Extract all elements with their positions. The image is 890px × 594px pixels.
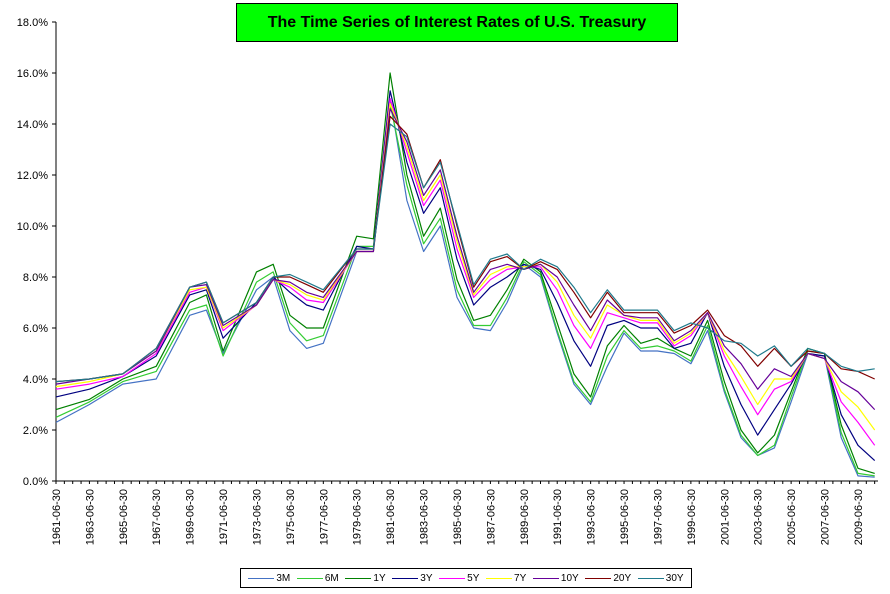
x-tick-label: 1989-06-30 xyxy=(519,489,531,545)
legend-swatch xyxy=(585,577,612,579)
legend-label: 20Y xyxy=(613,572,632,584)
x-tick-label: 1987-06-30 xyxy=(485,489,497,545)
legend-item-20y: 20Y xyxy=(585,573,631,584)
x-tick-label: 1973-06-30 xyxy=(251,489,263,545)
series-line-5y xyxy=(55,97,876,446)
legend-swatch xyxy=(439,577,466,579)
legend-swatch xyxy=(345,577,372,579)
legend-label: 10Y xyxy=(560,572,579,584)
series-line-10y xyxy=(55,108,876,411)
x-tick-label: 2009-06-30 xyxy=(853,489,865,545)
legend-swatch xyxy=(637,577,664,579)
legend-swatch xyxy=(248,577,275,579)
y-tick-label: 0.0% xyxy=(23,476,48,488)
x-tick-label: 1993-06-30 xyxy=(586,489,598,545)
series-line-1y xyxy=(55,72,875,474)
y-tick-label: 18.0% xyxy=(17,17,48,29)
legend-label: 7Y xyxy=(514,572,527,584)
legend-item-7y: 7Y xyxy=(486,573,526,584)
y-tick-label: 4.0% xyxy=(23,374,48,386)
x-tick-label: 2007-06-30 xyxy=(820,489,832,545)
x-tick-label: 1981-06-30 xyxy=(385,489,397,545)
legend-item-1y: 1Y xyxy=(345,572,386,584)
series-line-3m xyxy=(55,97,875,478)
legend-label: 3Y xyxy=(420,572,433,584)
legend-swatch xyxy=(296,577,323,579)
legend-label: 30Y xyxy=(665,572,684,584)
legend-item-30y: 30Y xyxy=(637,572,684,584)
x-tick-label: 1995-06-30 xyxy=(619,489,631,545)
legend-item-6m: 6M xyxy=(296,572,339,584)
legend-label: 5Y xyxy=(467,572,480,584)
x-tick-label: 1961-06-30 xyxy=(51,489,63,545)
x-tick-label: 1979-06-30 xyxy=(352,489,364,545)
x-tick-label: 2005-06-30 xyxy=(786,489,798,545)
legend-swatch xyxy=(486,577,513,579)
legend-label: 6M xyxy=(324,572,339,584)
y-tick-label: 2.0% xyxy=(23,425,48,437)
x-tick-label: 1963-06-30 xyxy=(84,489,96,545)
legend-label: 3M xyxy=(276,572,291,584)
x-tick-label: 1985-06-30 xyxy=(452,489,464,545)
y-tick-label: 6.0% xyxy=(23,323,48,335)
x-tick-label: 1971-06-30 xyxy=(218,489,230,545)
legend-item-3m: 3M xyxy=(248,573,290,584)
chart-legend: 3M 6M 1Y 3Y 5Y 7Y 10Y 20Y 30Y xyxy=(240,568,692,588)
y-tick-label: 16.0% xyxy=(17,68,48,80)
y-tick-label: 8.0% xyxy=(23,272,48,284)
series-lines xyxy=(55,72,876,478)
series-line-20y xyxy=(55,115,875,383)
chart-title: The Time Series of Interest Rates of U.S… xyxy=(236,3,678,42)
y-axis: 0.0% 2.0% 4.0% 6.0% 8.0% 10.0% 12.0% 14.0% 16.0%… xyxy=(17,17,57,488)
x-tick-label: 1997-06-30 xyxy=(652,489,664,545)
series-line-30y xyxy=(55,123,875,383)
legend-item-5y: 5Y xyxy=(439,573,479,584)
y-tick-label: 12.0% xyxy=(17,170,48,182)
legend-item-3y: 3Y xyxy=(392,572,433,584)
x-tick-label: 1965-06-30 xyxy=(118,489,130,545)
legend-swatch xyxy=(532,577,559,579)
x-axis: 1961-06-30 1963-06-30 1965-06-30 1967-06-30… xyxy=(51,480,878,545)
legend-label: 1Y xyxy=(373,572,386,584)
x-tick-label: 1967-06-30 xyxy=(151,489,163,545)
x-tick-label: 2001-06-30 xyxy=(719,489,731,545)
series-line-6m xyxy=(55,102,875,477)
x-tick-label: 1999-06-30 xyxy=(686,489,698,545)
y-tick-label: 14.0% xyxy=(17,119,48,131)
x-tick-label: 1983-06-30 xyxy=(419,489,431,545)
x-tick-label: 1969-06-30 xyxy=(185,489,197,545)
x-tick-label: 1977-06-30 xyxy=(318,489,330,545)
legend-item-10y: 10Y xyxy=(532,572,579,584)
x-tick-label: 1991-06-30 xyxy=(552,489,564,545)
y-tick-label: 10.0% xyxy=(17,221,48,233)
legend-swatch xyxy=(392,577,419,579)
x-tick-label: 1975-06-30 xyxy=(285,489,297,545)
x-tick-label: 2003-06-30 xyxy=(753,489,765,545)
